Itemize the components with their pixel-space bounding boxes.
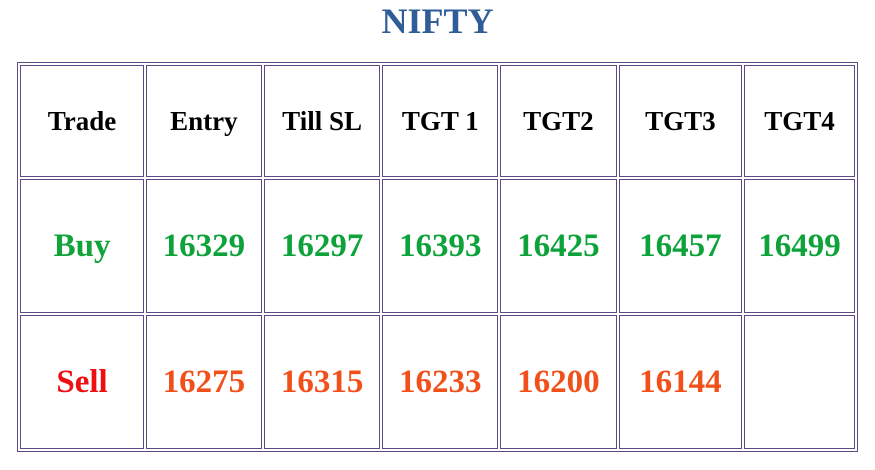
header-cell: Trade [20, 65, 145, 177]
empty-cell [743, 315, 855, 449]
table-header: Trade Entry Till SL TGT 1 TGT2 TGT3 TGT4 [20, 65, 855, 177]
price-cell: 16233 [382, 315, 499, 449]
header-row: Trade Entry Till SL TGT 1 TGT2 TGT3 TGT4 [20, 65, 855, 177]
price-cell: 16275 [146, 315, 262, 449]
table-row: Buy 16329 16297 16393 16425 16457 16499 [20, 179, 855, 313]
title: NIFTY [381, 1, 494, 41]
price-cell: 16425 [500, 179, 617, 313]
header-cell: TGT3 [618, 65, 742, 177]
table-row: Sell 16275 16315 16233 16200 16144 [20, 315, 855, 449]
header-cell: Till SL [263, 65, 381, 177]
price-cell: 16393 [382, 179, 499, 313]
table-body: Buy 16329 16297 16393 16425 16457 16499 Sell 162… [20, 179, 855, 449]
price-table: Trade Entry Till SL TGT 1 TGT2 TGT3 TGT4 Buy 16… [17, 62, 858, 452]
row-label: Sell [20, 315, 145, 449]
price-cell: 16200 [500, 315, 617, 449]
row-label: Buy [20, 179, 145, 313]
header-cell: TGT2 [500, 65, 617, 177]
price-cell: 16315 [263, 315, 381, 449]
header-cell: TGT 1 [382, 65, 499, 177]
price-cell: 16329 [146, 179, 262, 313]
price-cell: 16144 [618, 315, 742, 449]
price-cell: 16499 [743, 179, 855, 313]
price-cell: 16457 [618, 179, 742, 313]
price-cell: 16297 [263, 179, 381, 313]
header-cell: Entry [146, 65, 262, 177]
header-cell: TGT4 [743, 65, 855, 177]
